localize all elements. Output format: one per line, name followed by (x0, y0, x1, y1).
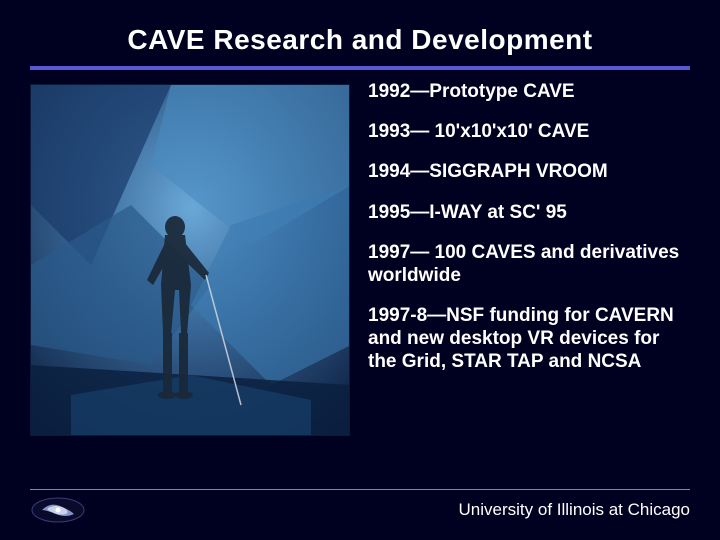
content-row: 1992—Prototype CAVE 1993— 10'x10'x10' CA… (30, 78, 690, 436)
timeline-item: 1997— 100 CAVES and derivatives worldwid… (368, 241, 690, 287)
footer-rule (30, 489, 690, 490)
cave-photo-svg (31, 85, 350, 436)
galaxy-logo-icon (30, 496, 86, 524)
photo-column (30, 78, 350, 436)
title-underline (30, 66, 690, 70)
footer-row: University of Illinois at Chicago (30, 496, 690, 524)
timeline-item: 1994—SIGGRAPH VROOM (368, 160, 690, 183)
timeline-item: 1995—I-WAY at SC' 95 (368, 201, 690, 224)
slide-root: CAVE Research and Development (0, 0, 720, 540)
timeline-item: 1993— 10'x10'x10' CAVE (368, 120, 690, 143)
timeline-item: 1997-8—NSF funding for CAVERN and new de… (368, 304, 690, 374)
timeline-item: 1992—Prototype CAVE (368, 80, 690, 103)
footer-text: University of Illinois at Chicago (459, 500, 690, 520)
timeline-column: 1992—Prototype CAVE 1993— 10'x10'x10' CA… (368, 78, 690, 436)
cave-photo (30, 84, 350, 436)
footer: University of Illinois at Chicago (30, 489, 690, 524)
slide-title: CAVE Research and Development (30, 18, 690, 66)
